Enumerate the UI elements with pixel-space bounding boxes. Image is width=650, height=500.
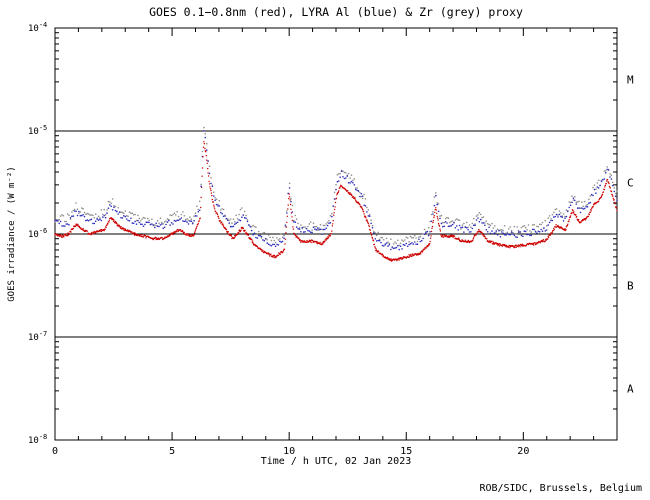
chart-title: GOES 0.1−0.8nm (red), LYRA Al (blue) & Z… [149,5,523,19]
y-axis-ticks: 10-4 10-5 10-6 10-7 10-8 [28,21,617,446]
x-tick-label: 15 [400,446,412,457]
series-goes-dots [54,141,618,262]
x-axis-ticks: 0 5 10 15 20 [52,28,618,457]
plot-area: 0 5 10 15 20 10-4 10-5 10-6 10-7 10-8 M C B A [28,21,634,457]
x-tick-label: 10 [283,446,295,457]
flare-threshold-lines [55,130,617,338]
y-tick-label: 10-7 [28,330,47,343]
x-tick-label: 5 [169,446,175,457]
credit-footer: ROB/SIDC, Brussels, Belgium [479,483,642,494]
series-al-dots [54,130,618,251]
y-axis-label: GOES irradiance / (W m⁻²) [7,166,17,301]
series-zr-dots [54,126,618,249]
x-tick-label: 0 [52,446,58,457]
x-axis-label: Time / h UTC, 02 Jan 2023 [261,456,412,467]
flare-class-label: B [627,280,634,293]
x-tick-label: 20 [517,446,529,457]
y-tick-label: 10-5 [28,124,47,137]
flare-class-label: M [627,74,634,87]
y-tick-label: 10-6 [28,227,47,240]
flare-class-label: A [627,383,634,396]
y-tick-label: 10-8 [28,433,47,446]
flare-class-label: C [627,177,634,190]
y-tick-label: 10-4 [28,21,47,34]
